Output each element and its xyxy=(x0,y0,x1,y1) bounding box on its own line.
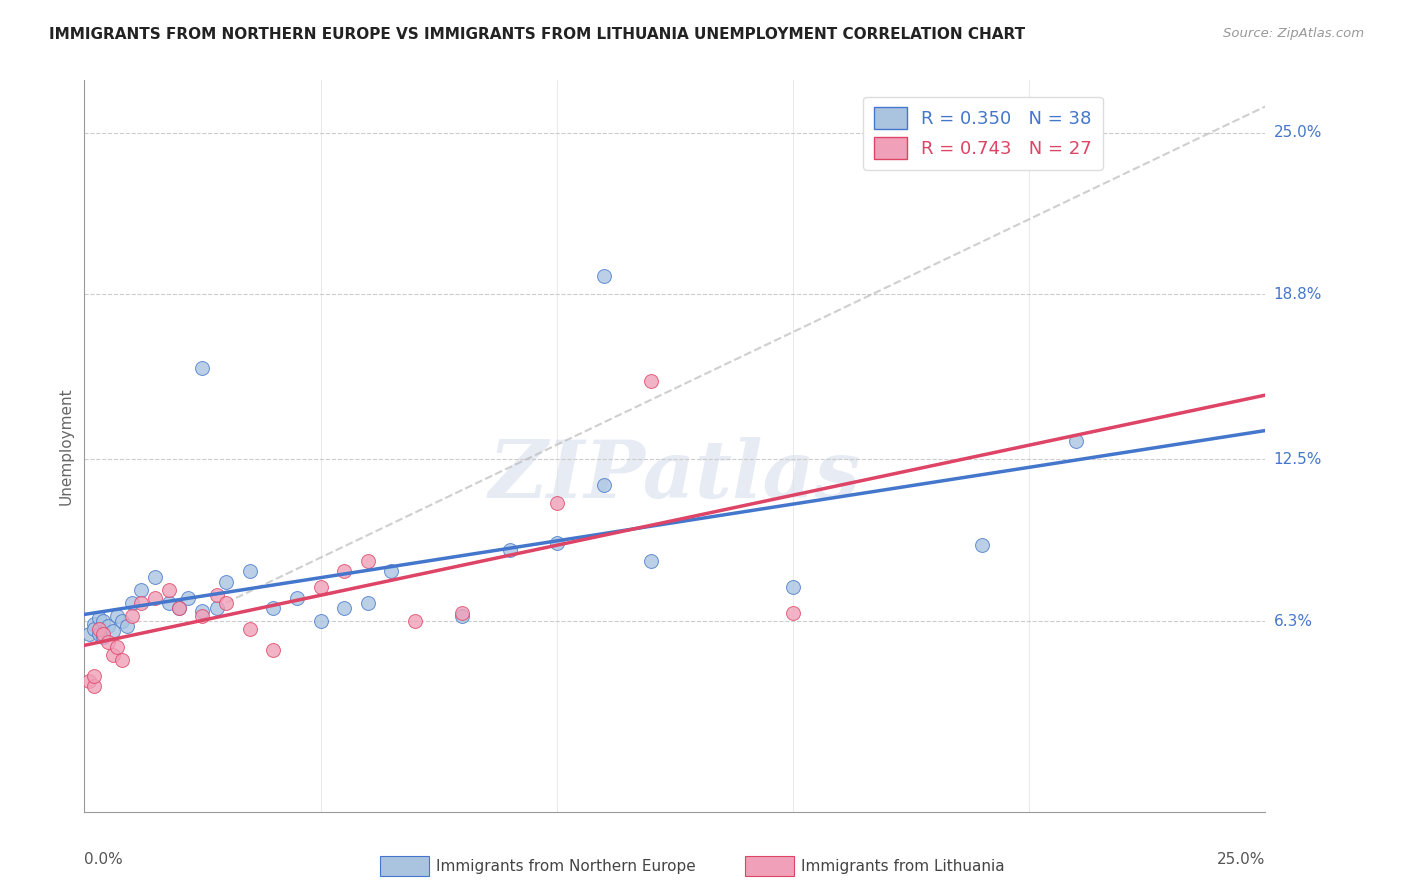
Point xyxy=(97,619,120,633)
Point xyxy=(101,648,124,662)
Text: ZIPatlas: ZIPatlas xyxy=(489,436,860,514)
Text: 12.5%: 12.5% xyxy=(1274,451,1322,467)
Point xyxy=(1066,434,1088,448)
Point xyxy=(593,269,616,284)
Point xyxy=(285,591,308,605)
Point xyxy=(191,360,214,375)
Point xyxy=(262,601,284,615)
Point xyxy=(546,535,568,549)
Point xyxy=(404,614,426,628)
Point xyxy=(157,582,180,597)
Text: Immigrants from Northern Europe: Immigrants from Northern Europe xyxy=(436,859,696,873)
Point xyxy=(309,580,332,594)
Point xyxy=(205,601,228,615)
Point xyxy=(191,608,214,623)
Legend: R = 0.350   N = 38, R = 0.743   N = 27: R = 0.350 N = 38, R = 0.743 N = 27 xyxy=(863,96,1102,169)
Point xyxy=(91,627,114,641)
Point xyxy=(782,580,804,594)
Point xyxy=(593,478,616,492)
Point xyxy=(101,624,124,639)
Text: 18.8%: 18.8% xyxy=(1274,287,1322,302)
Point xyxy=(546,496,568,510)
Point xyxy=(77,674,100,689)
Point xyxy=(782,606,804,620)
Point xyxy=(640,554,662,568)
Point xyxy=(167,601,190,615)
Point xyxy=(239,622,262,636)
Point xyxy=(143,591,166,605)
Point xyxy=(191,603,214,617)
Text: Source: ZipAtlas.com: Source: ZipAtlas.com xyxy=(1223,27,1364,40)
Point xyxy=(129,596,152,610)
Point xyxy=(215,574,238,589)
Point xyxy=(357,596,380,610)
Point xyxy=(87,627,110,641)
Point xyxy=(451,608,474,623)
Point xyxy=(177,591,200,605)
Point xyxy=(498,543,520,558)
Point xyxy=(111,653,134,667)
Point xyxy=(333,601,356,615)
Point xyxy=(115,619,138,633)
Point xyxy=(121,608,143,623)
Point xyxy=(640,374,662,388)
Point xyxy=(262,642,284,657)
Point xyxy=(83,669,105,683)
Point xyxy=(107,640,129,655)
Point xyxy=(87,622,110,636)
Text: IMMIGRANTS FROM NORTHERN EUROPE VS IMMIGRANTS FROM LITHUANIA UNEMPLOYMENT CORREL: IMMIGRANTS FROM NORTHERN EUROPE VS IMMIG… xyxy=(49,27,1025,42)
Text: 6.3%: 6.3% xyxy=(1274,614,1313,629)
Point xyxy=(129,582,152,597)
Point xyxy=(333,565,356,579)
Point xyxy=(121,596,143,610)
Text: 0.0%: 0.0% xyxy=(84,852,124,867)
Point xyxy=(451,606,474,620)
Point xyxy=(143,569,166,583)
Point xyxy=(111,614,134,628)
Point xyxy=(83,622,105,636)
Point xyxy=(77,627,100,641)
Text: Immigrants from Lithuania: Immigrants from Lithuania xyxy=(801,859,1005,873)
Point xyxy=(309,614,332,628)
Point xyxy=(107,608,129,623)
Point xyxy=(83,616,105,631)
Point xyxy=(970,538,993,552)
Point xyxy=(380,565,402,579)
Point xyxy=(239,565,262,579)
Point xyxy=(167,601,190,615)
Point xyxy=(357,554,380,568)
Point xyxy=(205,588,228,602)
Y-axis label: Unemployment: Unemployment xyxy=(58,387,73,505)
Point xyxy=(91,614,114,628)
Point xyxy=(215,596,238,610)
Point xyxy=(97,635,120,649)
Point xyxy=(87,611,110,625)
Point xyxy=(157,596,180,610)
Text: 25.0%: 25.0% xyxy=(1274,125,1322,140)
Point xyxy=(91,630,114,644)
Text: 25.0%: 25.0% xyxy=(1218,852,1265,867)
Point xyxy=(83,679,105,693)
